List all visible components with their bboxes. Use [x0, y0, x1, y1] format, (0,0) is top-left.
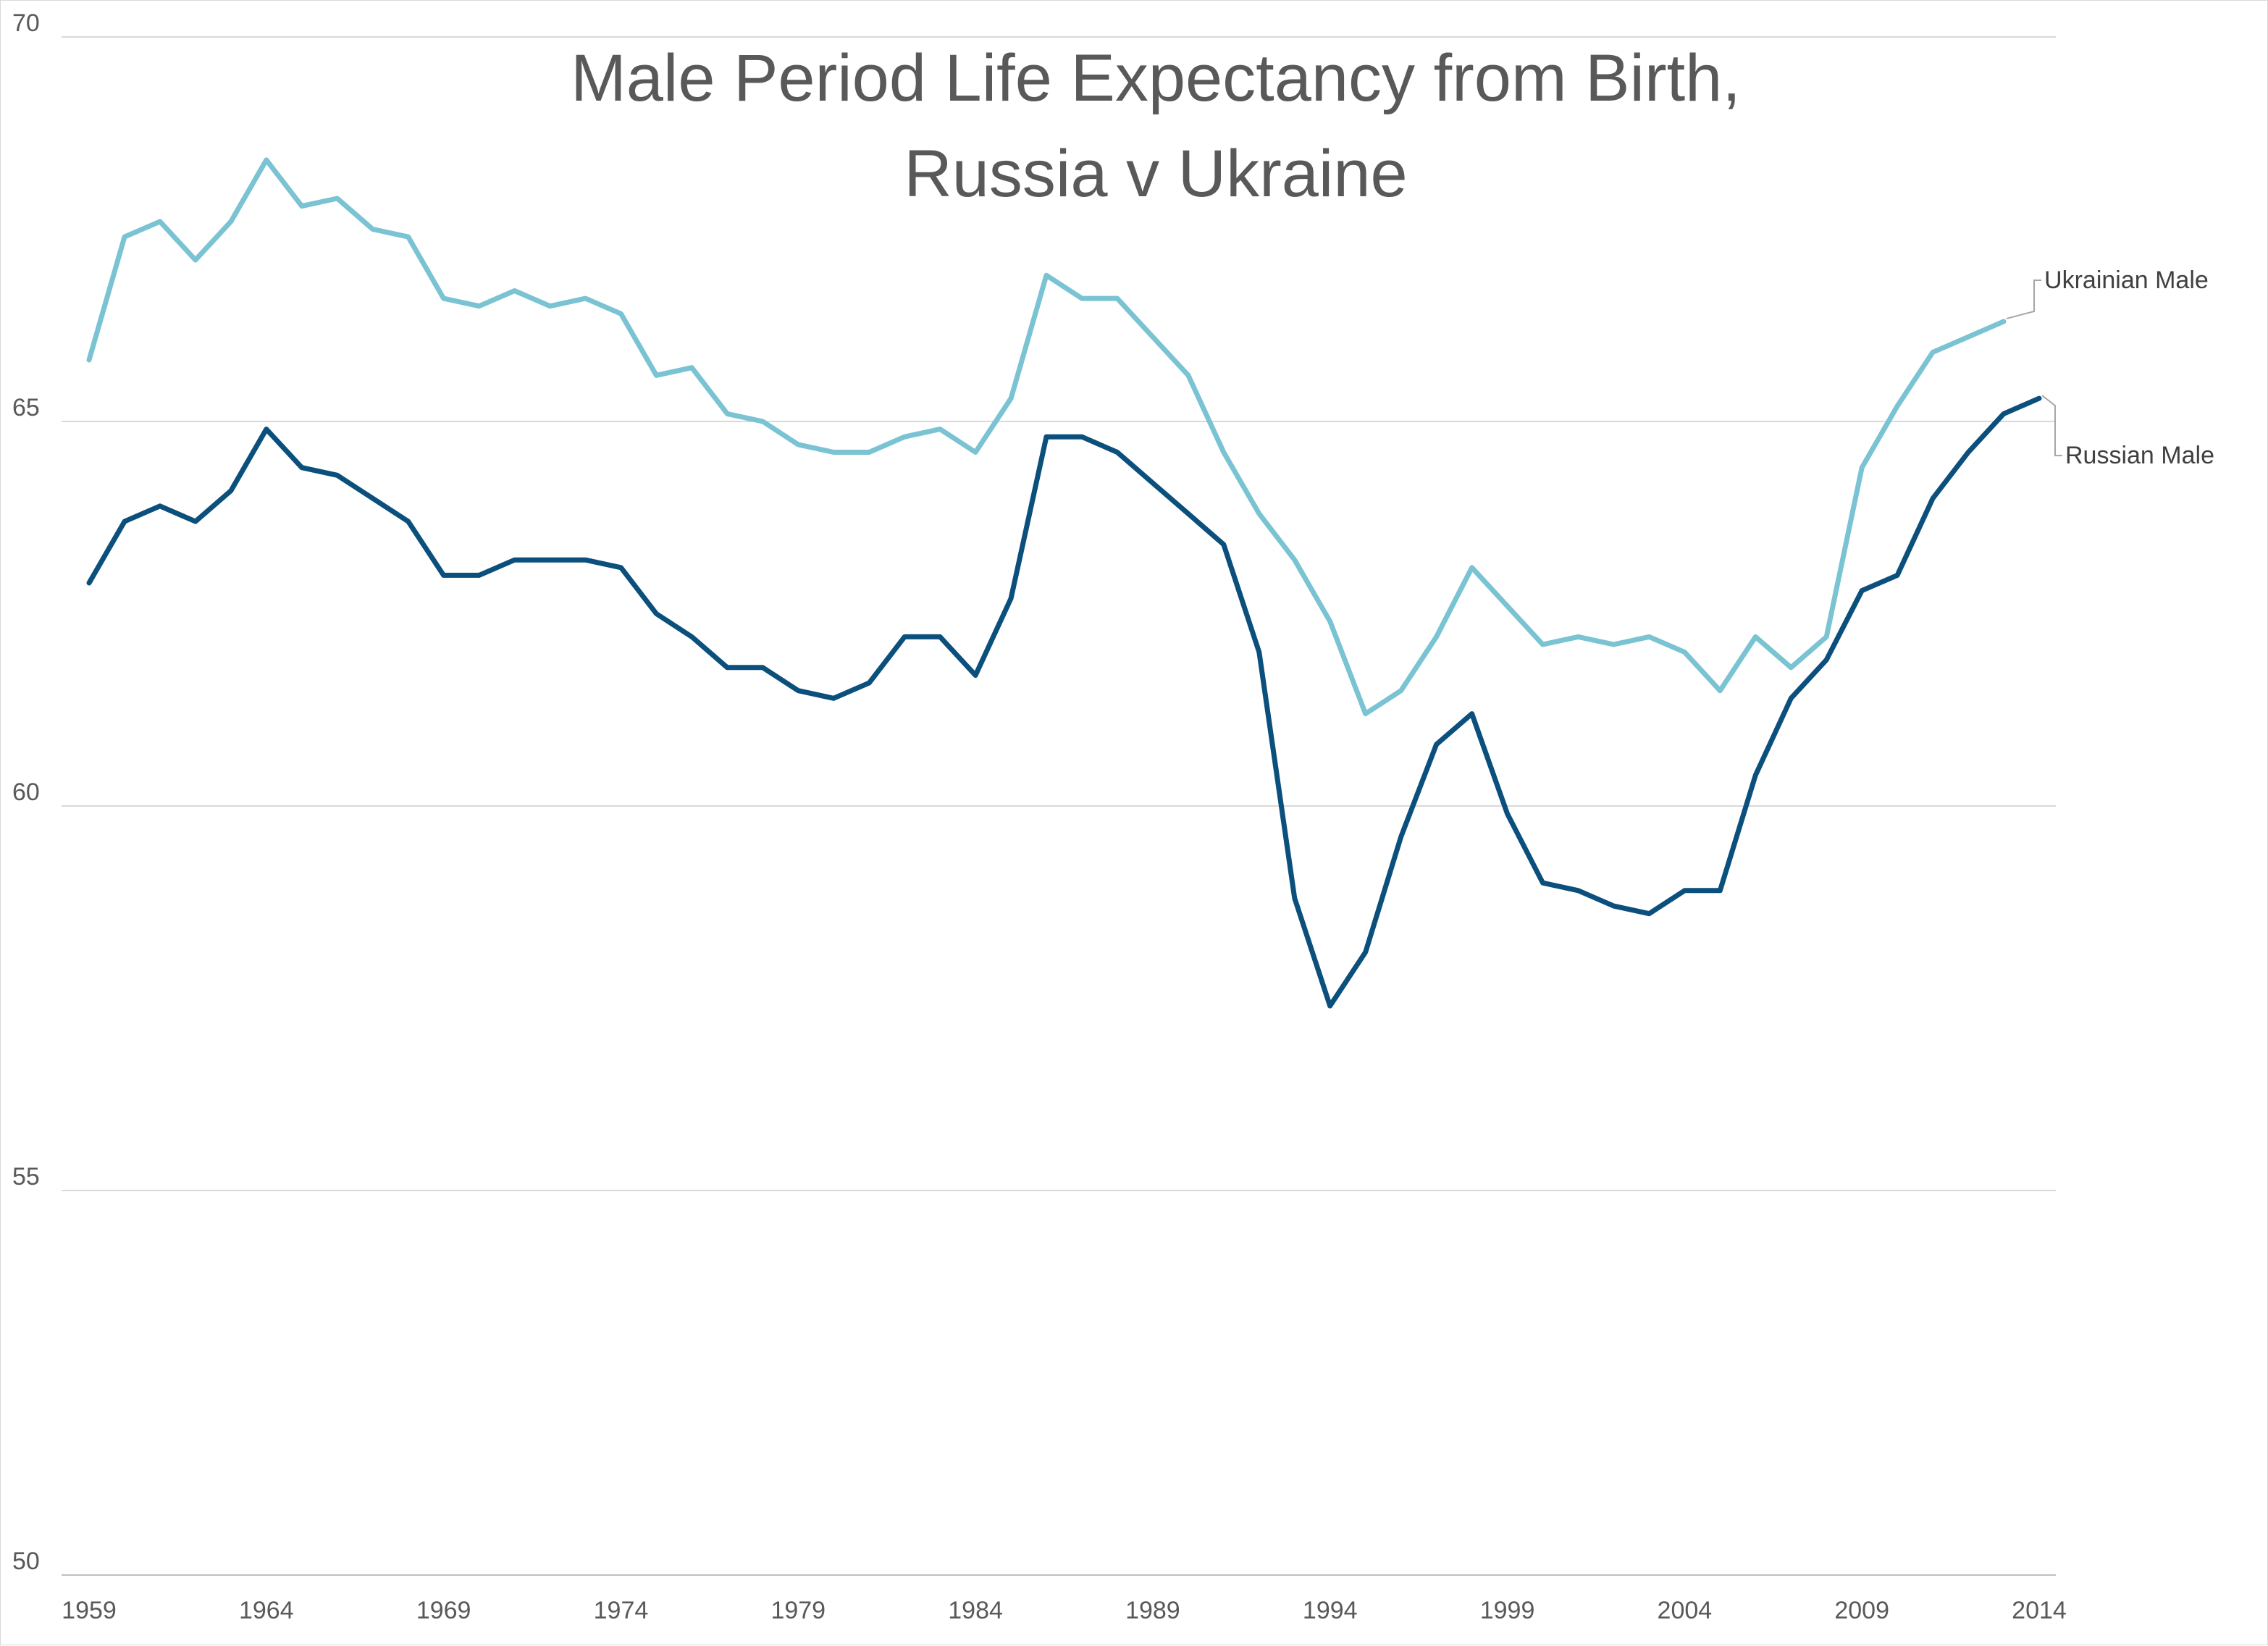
y-tick-label-70: 70 — [12, 9, 40, 37]
y-tick-label-55: 55 — [12, 1163, 40, 1191]
x-tick-label-2009: 2009 — [1834, 1597, 1889, 1624]
x-tick-label-1969: 1969 — [416, 1597, 471, 1624]
x-tick-label-1979: 1979 — [770, 1597, 826, 1624]
y-tick-label-60: 60 — [12, 778, 40, 806]
leader-ukrainian-male — [2007, 280, 2041, 319]
x-tick-label-1984: 1984 — [948, 1597, 1003, 1624]
x-tick-label-2014: 2014 — [2012, 1597, 2067, 1624]
x-tick-label-1959: 1959 — [62, 1597, 117, 1624]
x-tick-label-1999: 1999 — [1480, 1597, 1535, 1624]
series-labels: Ukrainian Male Russian Male — [2007, 266, 2214, 469]
y-tick-label-50: 50 — [12, 1548, 40, 1575]
series-russian-male — [89, 398, 2039, 1006]
leader-russian-male — [2042, 395, 2062, 455]
chart-title-line-1: Male Period Life Expectancy from Birth, — [571, 41, 1741, 115]
series-label-ukrainian-male: Ukrainian Male — [2044, 266, 2209, 294]
y-axis-ticks: 50 55 60 65 70 — [12, 9, 40, 1575]
y-tick-label-65: 65 — [12, 394, 40, 421]
x-tick-label-1989: 1989 — [1125, 1597, 1180, 1624]
chart-title-line-2: Russia v Ukraine — [904, 137, 1407, 211]
series-lines — [89, 160, 2039, 1006]
x-tick-label-1964: 1964 — [239, 1597, 294, 1624]
x-tick-label-1994: 1994 — [1303, 1597, 1358, 1624]
x-tick-label-2004: 2004 — [1658, 1597, 1713, 1624]
series-label-russian-male: Russian Male — [2065, 442, 2214, 469]
gridlines — [62, 37, 2056, 1575]
x-axis-ticks: 1959 1964 1969 1974 1979 1984 1989 1994 1999 2004… — [62, 1597, 2067, 1624]
line-russian-male — [89, 398, 2039, 1006]
x-tick-label-1974: 1974 — [594, 1597, 649, 1624]
